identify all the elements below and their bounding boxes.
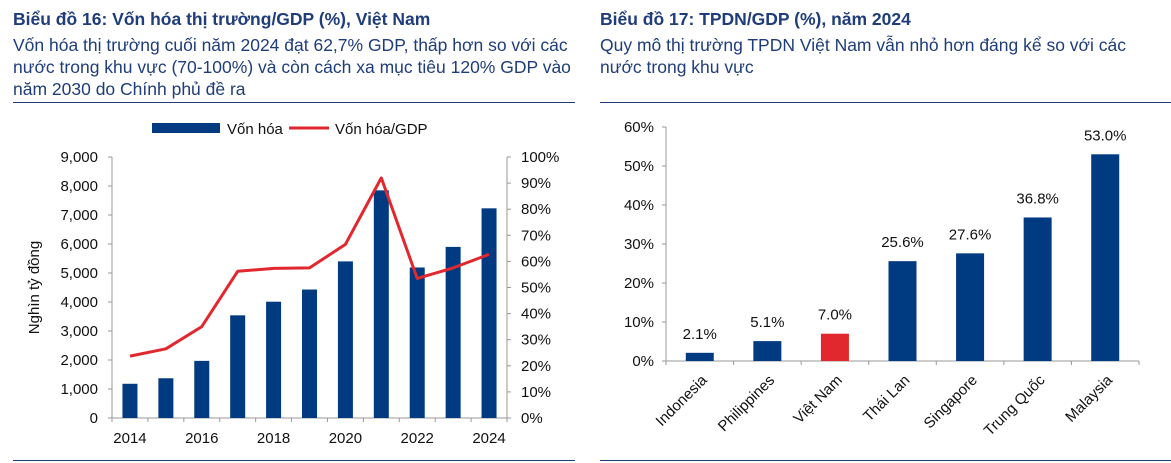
bar-von-hoa xyxy=(230,315,246,418)
y-tick-label: 3,000 xyxy=(60,323,98,340)
bar-6 xyxy=(1091,154,1120,361)
y-tick-label: 7,000 xyxy=(60,207,98,224)
bond-to-gdp-bar-chart: 0% 10% 20% 30% 40% 50% 60% 2.1% Indonesia 5.1% Phi… xyxy=(624,119,1140,439)
x-tick-label: 2020 xyxy=(329,430,362,447)
y-tick-label: 9,000 xyxy=(60,149,98,166)
y-tick-label: 60% xyxy=(624,119,654,136)
bar-von-hoa xyxy=(445,246,461,418)
y-tick-label: 10% xyxy=(624,314,654,331)
x-category-label: Việt Nam xyxy=(790,372,845,427)
bar-von-hoa xyxy=(373,190,389,418)
y-tick-label: 1,000 xyxy=(60,381,98,398)
bottom-divider xyxy=(600,460,1171,461)
y-tick-label: 30% xyxy=(624,236,654,253)
bar-von-hoa xyxy=(194,360,210,418)
x-category-label: Singapore xyxy=(921,372,981,432)
y2-tick-label: 30% xyxy=(521,332,551,349)
y2-tick-label: 100% xyxy=(521,149,559,166)
y-tick-label: 6,000 xyxy=(60,236,98,253)
bar-4 xyxy=(956,253,985,361)
y2-tick-label: 50% xyxy=(521,280,551,297)
chart-title: Biểu đồ 16: Vốn hóa thị trường/GDP (%), … xyxy=(13,9,431,29)
bar-von-hoa xyxy=(302,289,317,418)
legend-label: Vốn hóa/GDP xyxy=(335,121,428,138)
y-tick-label: 40% xyxy=(624,197,654,214)
y2-tick-label: 10% xyxy=(521,384,551,401)
legend-label: Vốn hóa xyxy=(227,121,284,138)
y-tick-label: 0% xyxy=(632,353,654,370)
y2-tick-label: 0% xyxy=(521,410,543,427)
bar-von-hoa xyxy=(481,208,497,418)
chart-subtitle: Quy mô thị trường TPDN Việt Nam vẫn nhỏ … xyxy=(600,35,1127,77)
x-tick-label: 2018 xyxy=(257,430,290,447)
y2-tick-label: 70% xyxy=(521,227,551,244)
data-label: 2.1% xyxy=(683,326,717,343)
x-category-label: Indonesia xyxy=(653,371,711,429)
x-category-label: Thái Lan xyxy=(860,372,913,425)
y-tick-label: 8,000 xyxy=(60,178,98,195)
bar-5 xyxy=(1023,217,1052,361)
y2-tick-label: 60% xyxy=(521,253,551,270)
bar-3 xyxy=(888,261,917,361)
y-tick-label: 50% xyxy=(624,158,654,175)
x-tick-label: 2014 xyxy=(113,430,146,447)
chart-title: Biểu đồ 17: TPDN/GDP (%), năm 2024 xyxy=(600,9,911,29)
title-divider xyxy=(13,102,575,103)
line-von-hoa-gdp xyxy=(129,176,490,358)
title-divider xyxy=(600,102,1171,103)
bar-1 xyxy=(753,341,782,361)
bar-2 xyxy=(820,333,849,361)
bar-0 xyxy=(685,352,714,361)
chart-panel-corporate-bonds: Biểu đồ 17: TPDN/GDP (%), năm 2024 Quy m… xyxy=(597,0,1171,463)
data-label: 7.0% xyxy=(818,307,852,324)
x-tick-label: 2022 xyxy=(401,430,434,447)
legend-swatch-bar xyxy=(152,123,220,133)
y-axis-title: Nghìn tỷ đồng xyxy=(26,241,43,334)
bar-von-hoa xyxy=(266,301,282,418)
y-tick-label: 2,000 xyxy=(60,352,98,369)
data-label: 36.8% xyxy=(1016,190,1059,207)
data-label: 53.0% xyxy=(1084,127,1127,144)
bar-von-hoa xyxy=(409,267,425,418)
y-tick-label: 0 xyxy=(90,410,98,427)
data-label: 5.1% xyxy=(750,314,784,331)
y-tick-label: 5,000 xyxy=(60,265,98,282)
y2-tick-label: 20% xyxy=(521,358,551,375)
y2-tick-label: 90% xyxy=(521,175,551,192)
data-label: 27.6% xyxy=(949,226,992,243)
x-tick-label: 2024 xyxy=(472,430,505,447)
x-category-label: Philippines xyxy=(715,372,778,435)
x-tick-label: 2016 xyxy=(185,430,218,447)
market-cap-combo-chart: 0 1,000 2,000 3,000 4,000 5,000 6,000 7,000 8,00… xyxy=(26,121,559,447)
chart-subtitle: Vốn hóa thị trường cuối năm 2024 đạt 62,… xyxy=(13,35,571,99)
y-tick-label: 4,000 xyxy=(60,294,98,311)
y2-tick-label: 40% xyxy=(521,306,551,323)
bar-von-hoa xyxy=(337,261,353,418)
data-label: 25.6% xyxy=(881,234,924,251)
y-tick-label: 20% xyxy=(624,275,654,292)
y2-tick-label: 80% xyxy=(521,201,551,218)
x-category-label: Trung Quốc xyxy=(981,371,1049,439)
bottom-divider xyxy=(13,460,575,461)
chart-panel-market-cap: Biểu đồ 16: Vốn hóa thị trường/GDP (%), … xyxy=(0,0,575,463)
bar-von-hoa xyxy=(122,383,138,418)
bar-von-hoa xyxy=(158,378,174,418)
x-category-label: Malaysia xyxy=(1062,371,1116,425)
